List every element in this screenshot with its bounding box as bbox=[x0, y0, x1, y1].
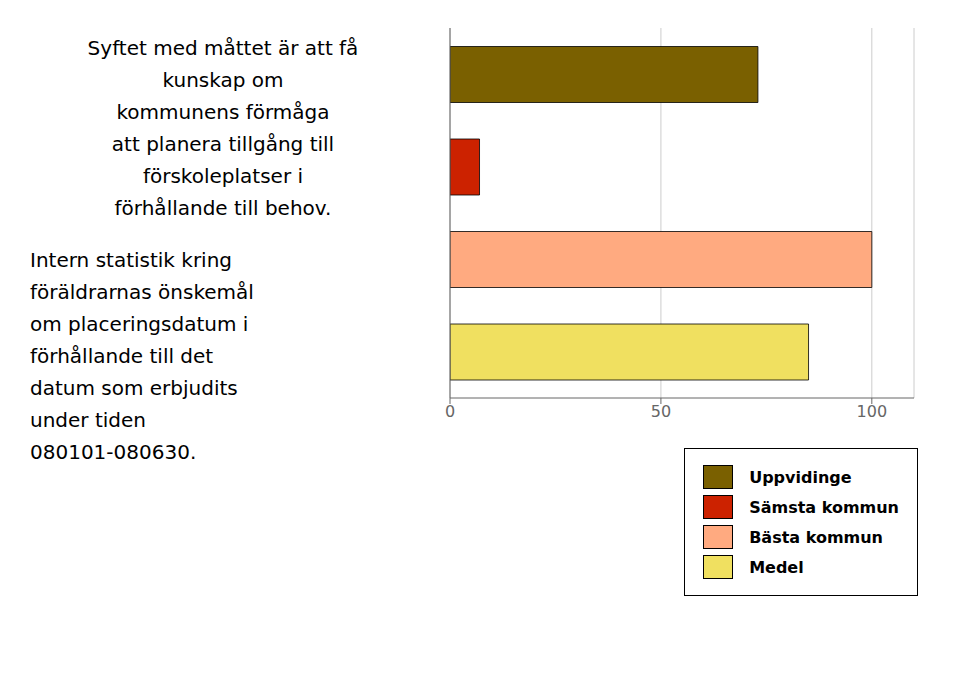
html-text:Syftet med måttet är att få: Syftet med måttet är att få bbox=[87, 36, 359, 60]
html-text:080101-080630.: 080101-080630. bbox=[30, 440, 197, 464]
html-text:Intern statistik kring: Intern statistik kring bbox=[30, 248, 232, 272]
html-text:att planera tillgång till: att planera tillgång till bbox=[111, 132, 335, 156]
html-text:datum som erbjudits: datum som erbjudits bbox=[30, 376, 238, 400]
html-text:Uppvidinge: Uppvidinge bbox=[749, 467, 852, 487]
html-text:kunskap om: kunskap om bbox=[162, 68, 284, 92]
html-text:föräldrarnas önskemål: föräldrarnas önskemål bbox=[30, 280, 254, 304]
html-text:om placeringsdatum i: om placeringsdatum i bbox=[30, 312, 249, 336]
svg-text:0: 0 bbox=[445, 402, 455, 421]
svg-text:100: 100 bbox=[857, 402, 888, 421]
html-text:förhållande till behov.: förhållande till behov. bbox=[114, 196, 332, 220]
html-text:under tiden: under tiden bbox=[30, 408, 146, 432]
html-text:Sämsta kommun: Sämsta kommun bbox=[749, 497, 899, 517]
html-text:kommunens förmåga: kommunens förmåga bbox=[116, 100, 330, 124]
svg-text:50: 50 bbox=[651, 402, 671, 421]
html-text:Bästa kommun: Bästa kommun bbox=[749, 527, 883, 547]
html-text:Medel: Medel bbox=[749, 557, 804, 577]
html-text:förskoleplatser i: förskoleplatser i bbox=[142, 164, 303, 188]
html-text:förhållande till det: förhållande till det bbox=[30, 344, 214, 368]
